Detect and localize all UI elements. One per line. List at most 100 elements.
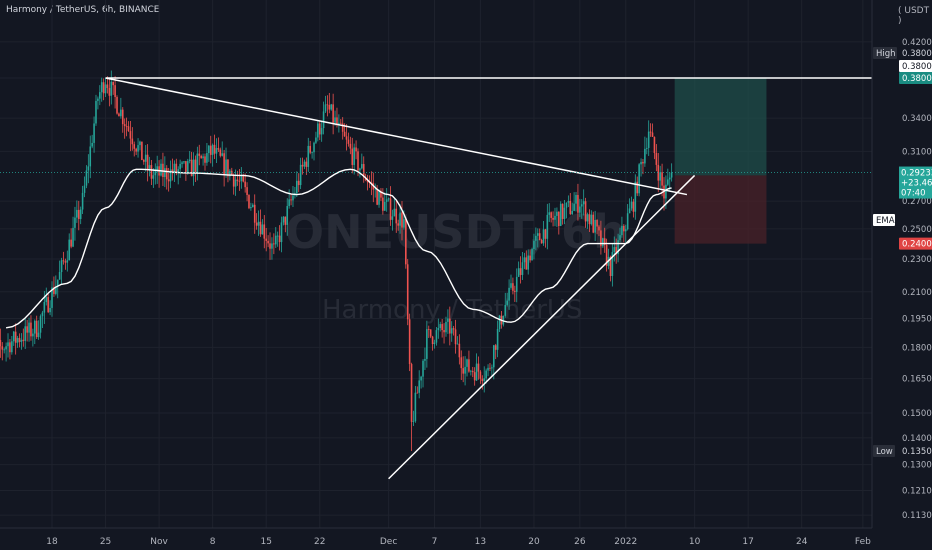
candle-body <box>512 283 514 291</box>
candle-body <box>328 104 331 110</box>
candle-body <box>238 180 241 182</box>
candle-body <box>426 329 428 359</box>
candle-body <box>613 247 616 253</box>
candle-body <box>531 249 533 261</box>
candle-body <box>177 169 180 173</box>
candle-body <box>481 378 484 382</box>
candle-body <box>502 315 505 325</box>
candle-body <box>382 197 384 211</box>
candle-body <box>181 162 183 164</box>
candle-body <box>217 148 220 150</box>
candle-body <box>565 202 568 208</box>
candle-body <box>351 148 354 165</box>
candle-body <box>41 312 44 317</box>
candle-body <box>186 161 189 173</box>
candle-body <box>536 233 539 236</box>
candle-body <box>498 315 501 329</box>
candle-body <box>324 104 327 112</box>
candle-body <box>53 287 55 294</box>
candle-body <box>642 161 644 164</box>
candle-body <box>7 342 9 347</box>
candle-body <box>322 111 325 129</box>
candle-body <box>28 322 30 333</box>
x-tick-label: 7 <box>432 537 438 547</box>
candle-body <box>179 163 181 170</box>
high-label-tag-bg <box>873 47 897 59</box>
candle-body <box>609 256 612 276</box>
candle-body <box>649 131 652 133</box>
candle-body <box>508 287 510 301</box>
candle-body <box>45 297 48 302</box>
candle-body <box>603 238 606 245</box>
candle-body <box>525 257 528 270</box>
candle-body <box>143 160 145 162</box>
candle-body <box>280 222 283 243</box>
candle-body <box>475 363 478 381</box>
candle-body <box>655 153 658 165</box>
candle-body <box>137 145 139 152</box>
candle-body <box>437 327 440 331</box>
x-tick-label: Nov <box>150 537 168 547</box>
candle-body <box>393 208 396 217</box>
x-tick-label: 22 <box>314 537 325 547</box>
candle-body <box>492 345 495 368</box>
candle-body <box>634 181 637 212</box>
ema-line[interactable] <box>5 168 672 329</box>
candle-body <box>265 238 267 241</box>
candle-body <box>263 224 266 239</box>
candle-body <box>433 342 436 345</box>
candle-body <box>127 126 130 132</box>
candle-body <box>600 230 602 247</box>
candle-body <box>611 252 614 276</box>
candle-body <box>494 345 497 350</box>
candle-body <box>160 163 162 176</box>
high-label-tag: High <box>873 47 897 59</box>
candle-body <box>47 297 49 313</box>
time-axis[interactable]: 18 25 Nov 8 15 22 Dec 7 13 20 26 2022 10 17 24 Feb <box>46 537 871 547</box>
candle-body <box>81 192 84 210</box>
price-axis[interactable]: 0.420000.380000.340000.310000.270000.250… <box>0 0 932 529</box>
candle-body <box>422 360 424 377</box>
candle-body <box>194 159 197 173</box>
candle-body <box>418 380 420 393</box>
candle-body <box>253 204 256 223</box>
candle-body <box>644 148 646 164</box>
candle-body <box>556 211 558 216</box>
candle-body <box>466 359 468 367</box>
candle-body <box>510 283 512 288</box>
candle-body <box>341 123 344 132</box>
candle-body <box>357 151 359 171</box>
candle-body <box>112 81 114 86</box>
candle-body <box>401 212 403 228</box>
candle-body <box>405 219 407 265</box>
candle-body <box>533 240 535 250</box>
currency-label[interactable]: ( USDT ) <box>898 6 930 26</box>
x-tick-label: 20 <box>528 537 540 547</box>
candle-body <box>594 220 596 233</box>
low-label-tag-bg <box>873 445 895 457</box>
candle-body <box>167 179 170 182</box>
candle-body <box>336 117 338 126</box>
candle-body <box>598 226 600 231</box>
candle-body <box>232 174 235 187</box>
candle-body <box>376 188 378 205</box>
ema-label-tag: EMA <box>873 214 895 226</box>
position-zones[interactable] <box>674 78 767 244</box>
candle-body <box>26 326 28 333</box>
candle-body <box>303 161 306 167</box>
trendlines[interactable] <box>105 77 872 480</box>
candle-body <box>380 190 382 198</box>
candle-body <box>408 319 411 365</box>
candle-body <box>209 145 212 155</box>
candle-body <box>582 201 585 205</box>
candle-body <box>244 181 246 188</box>
candle-body <box>517 268 520 277</box>
candle-body <box>552 217 554 220</box>
candle-body <box>56 279 59 287</box>
x-tick-label: 24 <box>796 537 808 547</box>
